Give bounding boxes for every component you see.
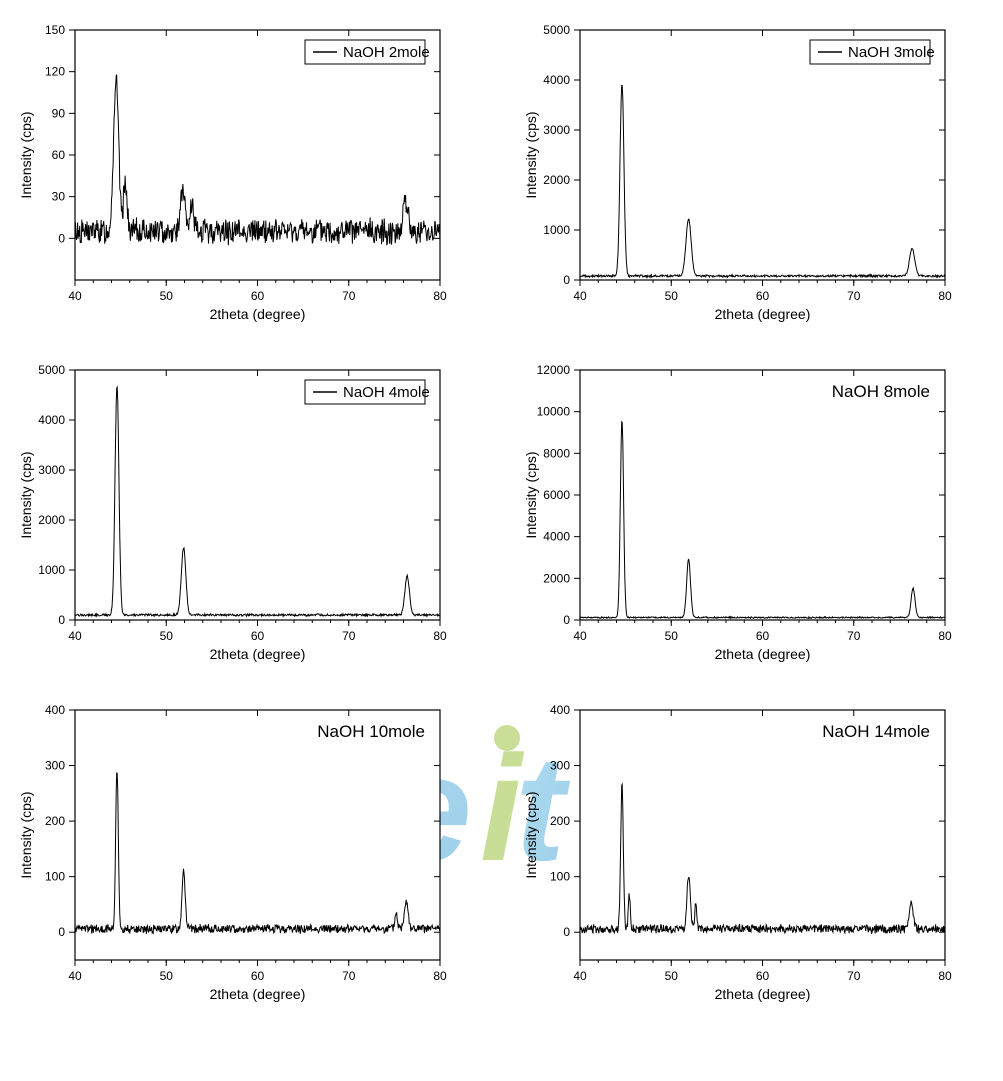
xrd-chart: 40506070800100200300400 2theta (degree) … — [15, 695, 455, 1005]
xtick-label: 70 — [342, 969, 356, 983]
xtick-label: 50 — [665, 289, 679, 303]
xtick-label: 50 — [665, 629, 679, 643]
xtick-label: 50 — [160, 969, 174, 983]
ytick-label: 0 — [58, 231, 65, 245]
ytick-label: 0 — [58, 613, 65, 627]
chart-panel: 40506070800100200300400 2theta (degree) … — [520, 695, 985, 1005]
ytick-label: 30 — [52, 190, 66, 204]
ytick-label: 2000 — [38, 513, 65, 527]
chart-panel: 40 50 60 70 80 0 2000 4000 6000 8000 10000 12000 2t… — [520, 355, 985, 665]
ytick-label: 5000 — [38, 363, 65, 377]
ytick-label: 300 — [550, 759, 570, 773]
chart-panel: 40 50 60 70 80 0 1000 2000 3000 4000 5000 2theta (… — [520, 15, 985, 325]
ytick-label: 2000 — [543, 173, 570, 187]
legend-label: NaOH 8mole — [832, 382, 930, 401]
ytick-label: 10000 — [537, 405, 571, 419]
ytick-label: 0 — [563, 925, 570, 939]
ytick-label: 6000 — [543, 488, 570, 502]
xtick-label: 50 — [665, 969, 679, 983]
ytick-label: 200 — [550, 814, 570, 828]
xlabel: 2theta (degree) — [715, 306, 811, 322]
xtick-label: 70 — [342, 629, 356, 643]
ytick-label: 4000 — [38, 413, 65, 427]
legend-label: NaOH 14mole — [822, 722, 930, 741]
xtick-label: 70 — [847, 629, 861, 643]
legend-label: NaOH 10mole — [317, 722, 425, 741]
xtick-label: 40 — [68, 629, 82, 643]
ylabel: Intensity (cps) — [18, 791, 34, 878]
ytick-label: 300 — [45, 759, 65, 773]
xlabel: 2theta (degree) — [715, 986, 811, 1002]
xtick-label: 60 — [251, 629, 265, 643]
ytick-label: 4000 — [543, 73, 570, 87]
xtick-label: 60 — [756, 969, 770, 983]
xtick-label: 70 — [847, 289, 861, 303]
legend-label: NaOH 4mole — [343, 384, 430, 401]
ytick-label: 5000 — [543, 23, 570, 37]
xtick-label: 70 — [847, 969, 861, 983]
ylabel: Intensity (cps) — [18, 451, 34, 538]
ytick-label: 200 — [45, 814, 65, 828]
ytick-label: 3000 — [38, 463, 65, 477]
legend-label: NaOH 3mole — [848, 44, 935, 61]
ylabel: Intensity (cps) — [523, 111, 539, 198]
ytick-label: 400 — [45, 703, 65, 717]
xtick-label: 60 — [251, 289, 265, 303]
xtick-label: 80 — [938, 969, 952, 983]
xlabel: 2theta (degree) — [210, 986, 306, 1002]
xtick-label: 50 — [160, 289, 174, 303]
xtick-label: 40 — [573, 969, 587, 983]
xtick-label: 80 — [938, 629, 952, 643]
xtick-label: 40 — [68, 289, 82, 303]
ytick-label: 4000 — [543, 530, 570, 544]
legend-label: NaOH 2mole — [343, 44, 430, 61]
xrd-chart: 40 50 60 70 80 0 1000 2000 3000 4000 5000 2theta (… — [15, 355, 455, 665]
xtick-label: 80 — [433, 629, 447, 643]
ytick-label: 100 — [550, 870, 570, 884]
ytick-label: 120 — [45, 65, 65, 79]
xrd-chart: 40 50 60 70 80 0 1000 2000 3000 4000 5000 2theta (… — [520, 15, 960, 325]
ytick-label: 2000 — [543, 571, 570, 585]
xtick-label: 40 — [573, 629, 587, 643]
chart-panel: 40506070800306090120150 2theta (degree) … — [15, 15, 480, 325]
xtick-label: 60 — [756, 629, 770, 643]
xlabel: 2theta (degree) — [210, 306, 306, 322]
ytick-label: 8000 — [543, 446, 570, 460]
ytick-label: 1000 — [543, 223, 570, 237]
xtick-label: 70 — [342, 289, 356, 303]
xlabel: 2theta (degree) — [715, 646, 811, 662]
xtick-label: 60 — [251, 969, 265, 983]
ytick-label: 0 — [563, 613, 570, 627]
ytick-label: 1000 — [38, 563, 65, 577]
ytick-label: 100 — [45, 870, 65, 884]
xrd-chart: 40 50 60 70 80 0 2000 4000 6000 8000 10000 12000 2t… — [520, 355, 960, 665]
xtick-label: 50 — [160, 629, 174, 643]
xtick-label: 60 — [756, 289, 770, 303]
ylabel: Intensity (cps) — [18, 111, 34, 198]
xtick-label: 40 — [68, 969, 82, 983]
xtick-label: 80 — [433, 969, 447, 983]
xtick-label: 80 — [938, 289, 952, 303]
xtick-label: 80 — [433, 289, 447, 303]
ytick-label: 150 — [45, 23, 65, 37]
ytick-label: 0 — [58, 925, 65, 939]
chart-panel: 40 50 60 70 80 0 1000 2000 3000 4000 5000 2theta (… — [15, 355, 480, 665]
xtick-label: 40 — [573, 289, 587, 303]
xrd-chart: 40506070800100200300400 2theta (degree) … — [520, 695, 960, 1005]
ytick-label: 60 — [52, 148, 66, 162]
xlabel: 2theta (degree) — [210, 646, 306, 662]
xrd-chart: 40506070800306090120150 2theta (degree) … — [15, 15, 455, 325]
ytick-label: 400 — [550, 703, 570, 717]
ytick-label: 90 — [52, 106, 66, 120]
ytick-label: 3000 — [543, 123, 570, 137]
ytick-label: 12000 — [537, 363, 571, 377]
ylabel: Intensity (cps) — [523, 451, 539, 538]
ytick-label: 0 — [563, 273, 570, 287]
ylabel: Intensity (cps) — [523, 791, 539, 878]
chart-panel: 40506070800100200300400 2theta (degree) … — [15, 695, 480, 1005]
